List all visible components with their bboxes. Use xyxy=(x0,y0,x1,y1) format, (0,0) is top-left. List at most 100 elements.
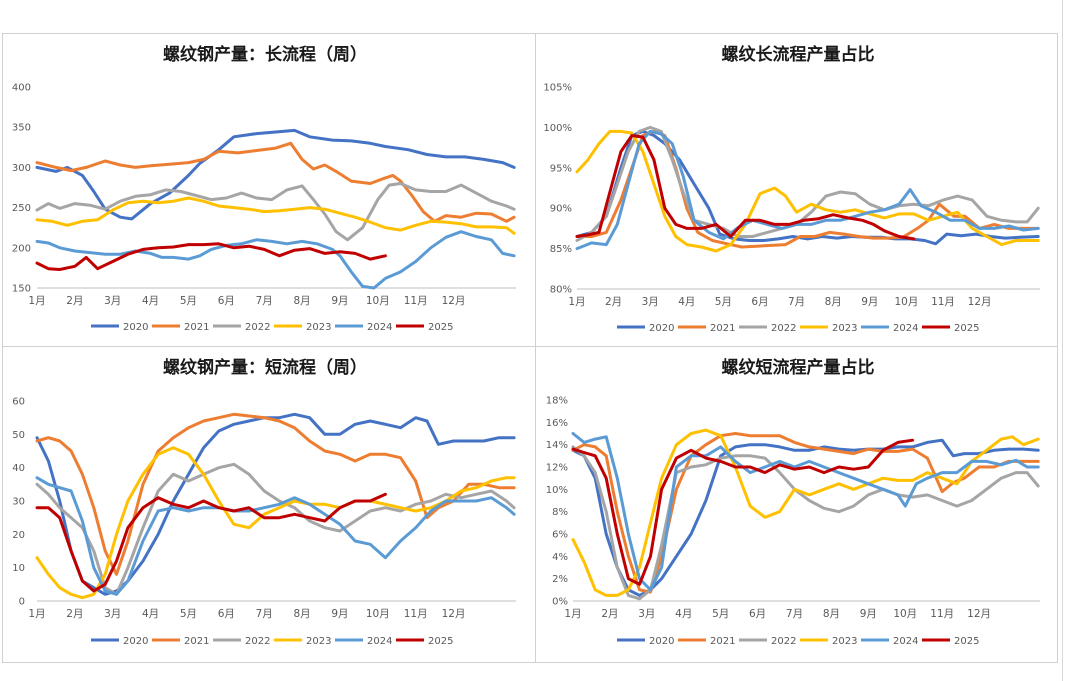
y-tick-label: 18% xyxy=(546,396,568,407)
x-tick-label: 5月 xyxy=(180,608,197,620)
series-line-2022 xyxy=(35,462,516,596)
series-line-2021 xyxy=(571,432,1040,594)
legend-label-2023: 2023 xyxy=(832,636,857,647)
series-line-2025 xyxy=(35,492,387,593)
legend-label-2024: 2024 xyxy=(367,636,392,647)
x-tick-label: 11月 xyxy=(404,608,428,620)
series-line-2024 xyxy=(35,476,516,596)
x-tick-label: 1月 xyxy=(28,295,45,307)
x-tick-label: 6月 xyxy=(218,295,235,307)
legend-label-2021: 2021 xyxy=(710,636,735,647)
x-tick-label: 8月 xyxy=(823,608,840,620)
x-tick-label: 7月 xyxy=(256,295,273,307)
series-line-2023 xyxy=(35,196,516,235)
legend-label-2021: 2021 xyxy=(184,322,209,333)
y-tick-label: 85% xyxy=(550,244,572,255)
legend-label-2025: 2025 xyxy=(428,636,453,647)
x-tick-label: 12月 xyxy=(442,295,466,307)
legend-label-2024: 2024 xyxy=(367,322,392,333)
legend-label-2023: 2023 xyxy=(832,323,857,334)
legend-label-2021: 2021 xyxy=(710,323,735,334)
x-tick-label: 9月 xyxy=(331,295,348,307)
x-tick-label: 12月 xyxy=(967,608,991,620)
y-tick-label: 50 xyxy=(12,430,25,441)
x-tick-label: 3月 xyxy=(638,608,655,620)
y-tick-label: 10% xyxy=(546,485,568,496)
x-tick-label: 7月 xyxy=(788,296,805,308)
series-line-2021 xyxy=(35,141,516,223)
y-tick-label: 150 xyxy=(12,284,31,295)
y-tick-label: 2% xyxy=(552,574,568,585)
x-tick-label: 2月 xyxy=(66,295,83,307)
y-tick-label: 80% xyxy=(550,285,572,296)
legend-label-2024: 2024 xyxy=(893,636,918,647)
x-tick-label: 1月 xyxy=(564,608,581,620)
x-tick-label: 5月 xyxy=(715,296,732,308)
series-line-2020 xyxy=(35,128,516,221)
y-tick-label: 60 xyxy=(12,397,25,408)
chart-title: 螺纹短流程产量占比 xyxy=(722,357,875,378)
legend-label-2023: 2023 xyxy=(306,322,331,333)
y-tick-label: 6% xyxy=(552,530,568,541)
x-tick-label: 4月 xyxy=(142,608,159,620)
series-line-2024 xyxy=(575,129,1040,251)
x-tick-label: 10月 xyxy=(366,608,390,620)
x-tick-label: 5月 xyxy=(712,608,729,620)
series-line-2023 xyxy=(575,129,1040,253)
x-tick-label: 11月 xyxy=(931,296,955,308)
x-tick-label: 9月 xyxy=(861,296,878,308)
x-tick-label: 10月 xyxy=(893,608,917,620)
x-tick-label: 4月 xyxy=(675,608,692,620)
y-tick-label: 100% xyxy=(543,123,572,134)
legend-label-2025: 2025 xyxy=(954,636,979,647)
x-tick-label: 6月 xyxy=(751,296,768,308)
y-tick-label: 8% xyxy=(552,507,568,518)
series-line-2025 xyxy=(571,438,915,586)
y-tick-label: 200 xyxy=(12,243,31,254)
y-tick-label: 10 xyxy=(12,563,25,574)
legend-label-2021: 2021 xyxy=(184,636,209,647)
x-tick-label: 7月 xyxy=(256,608,273,620)
y-tick-label: 0% xyxy=(552,597,568,608)
page-divider xyxy=(1062,0,1063,681)
x-tick-label: 4月 xyxy=(142,295,159,307)
chart-panel-long-process-share: 螺纹长流程产量占比 105% 100% 95% 90% 85% 80%1月 2月 3月 4月 5月 6… xyxy=(537,34,1057,345)
x-tick-label: 3月 xyxy=(104,608,121,620)
x-tick-label: 10月 xyxy=(894,296,918,308)
x-tick-label: 10月 xyxy=(366,295,390,307)
series-line-2025 xyxy=(35,242,387,271)
legend-label-2020: 2020 xyxy=(123,322,148,333)
series-line-2024 xyxy=(35,230,516,290)
y-tick-label: 40 xyxy=(12,463,25,474)
x-tick-label: 2月 xyxy=(601,608,618,620)
x-tick-label: 4月 xyxy=(678,296,695,308)
legend-label-2020: 2020 xyxy=(649,323,674,334)
chart-title: 螺纹钢产量：长流程（周） xyxy=(163,44,367,65)
x-tick-label: 3月 xyxy=(104,295,121,307)
x-tick-label: 2月 xyxy=(66,608,83,620)
horizontal-separator xyxy=(2,346,1058,347)
series-line-2021 xyxy=(575,129,1040,249)
legend-label-2022: 2022 xyxy=(245,322,270,333)
x-tick-label: 12月 xyxy=(442,608,466,620)
x-tick-label: 7月 xyxy=(786,608,803,620)
y-tick-label: 12% xyxy=(546,463,568,474)
x-tick-label: 3月 xyxy=(642,296,659,308)
y-tick-label: 350 xyxy=(12,123,31,134)
legend-label-2025: 2025 xyxy=(428,322,453,333)
legend-label-2022: 2022 xyxy=(771,323,796,334)
x-tick-label: 1月 xyxy=(28,608,45,620)
legend-label-2022: 2022 xyxy=(771,636,796,647)
x-tick-label: 9月 xyxy=(860,608,877,620)
legend-label-2020: 2020 xyxy=(123,636,148,647)
chart-panel-short-process-share: 螺纹短流程产量占比 18% 16% 14% 12% 10% 8% 6% 4% 2% 0%1月 2月 3月… xyxy=(537,347,1057,662)
legend-label-2022: 2022 xyxy=(245,636,270,647)
x-tick-label: 11月 xyxy=(404,295,428,307)
legend-label-2020: 2020 xyxy=(649,636,674,647)
y-tick-label: 0 xyxy=(19,597,25,608)
chart-panel-short-process-output: 螺纹钢产量：短流程（周） 60 50 40 30 20 10 01月 2月 3月 4月 5月 6月 7月 8… xyxy=(3,347,534,662)
series-line-2024 xyxy=(571,432,1040,592)
x-tick-label: 8月 xyxy=(825,296,842,308)
chart-title: 螺纹钢产量：短流程（周） xyxy=(163,357,367,378)
